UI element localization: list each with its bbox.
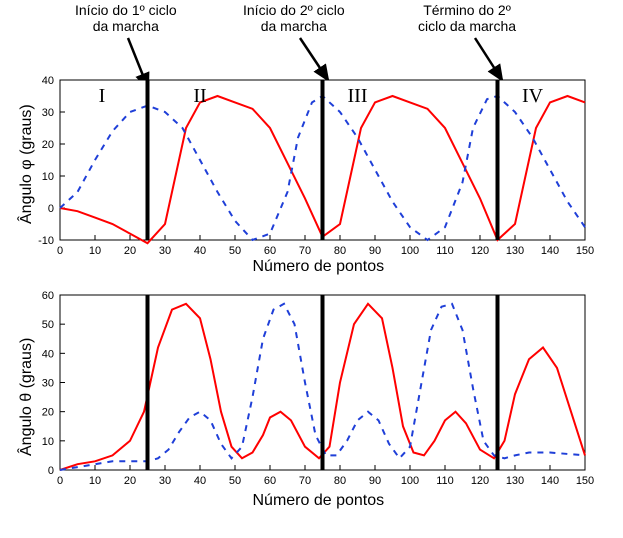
svg-text:150: 150: [576, 475, 594, 487]
plot-phi: 0102030405060708090100110120130140150-10…: [60, 80, 587, 270]
svg-text:20: 20: [42, 139, 54, 151]
ylabel-theta: Ângulo θ (graus): [18, 338, 36, 456]
svg-text:90: 90: [369, 245, 381, 257]
svg-text:50: 50: [229, 245, 241, 257]
svg-text:20: 20: [124, 475, 136, 487]
svg-text:I: I: [99, 85, 106, 107]
svg-text:30: 30: [159, 475, 171, 487]
svg-text:100: 100: [401, 475, 419, 487]
svg-text:110: 110: [436, 475, 454, 487]
svg-text:130: 130: [506, 245, 524, 257]
svg-text:50: 50: [42, 319, 54, 331]
svg-text:20: 20: [124, 245, 136, 257]
svg-text:10: 10: [42, 171, 54, 183]
svg-text:130: 130: [506, 475, 524, 487]
svg-text:150: 150: [576, 245, 594, 257]
svg-text:30: 30: [42, 378, 54, 390]
svg-text:0: 0: [48, 465, 54, 477]
arrow-cycle2: [300, 38, 328, 80]
svg-text:60: 60: [42, 290, 54, 302]
svg-text:120: 120: [471, 245, 489, 257]
svg-text:0: 0: [57, 475, 63, 487]
svg-text:40: 40: [42, 75, 54, 87]
svg-text:0: 0: [57, 245, 63, 257]
svg-text:IV: IV: [522, 85, 544, 107]
svg-text:140: 140: [541, 475, 559, 487]
svg-text:III: III: [348, 85, 368, 107]
svg-text:40: 40: [194, 245, 206, 257]
svg-text:100: 100: [401, 245, 419, 257]
plot-theta: 0102030405060708090100110120130140150010…: [60, 295, 587, 500]
svg-text:20: 20: [42, 407, 54, 419]
svg-text:30: 30: [159, 245, 171, 257]
svg-text:30: 30: [42, 107, 54, 119]
svg-text:80: 80: [334, 475, 346, 487]
page: { "dimensions": { "width": 623, "height"…: [0, 0, 623, 538]
svg-text:60: 60: [264, 475, 276, 487]
svg-text:50: 50: [229, 475, 241, 487]
svg-text:10: 10: [42, 436, 54, 448]
svg-text:60: 60: [264, 245, 276, 257]
svg-text:110: 110: [436, 245, 454, 257]
svg-text:70: 70: [299, 245, 311, 257]
svg-text:-10: -10: [38, 235, 54, 247]
svg-text:90: 90: [369, 475, 381, 487]
ylabel-phi: Ângulo φ (graus): [18, 104, 36, 224]
svg-text:II: II: [193, 85, 206, 107]
svg-text:80: 80: [334, 245, 346, 257]
svg-text:70: 70: [299, 475, 311, 487]
svg-text:10: 10: [89, 475, 101, 487]
svg-text:120: 120: [471, 475, 489, 487]
svg-text:10: 10: [89, 245, 101, 257]
svg-text:40: 40: [194, 475, 206, 487]
arrow-cycle2-end: [475, 38, 502, 80]
xlabel-bottom: Número de pontos: [253, 492, 385, 510]
svg-text:140: 140: [541, 245, 559, 257]
svg-text:40: 40: [42, 348, 54, 360]
xlabel-top: Número de pontos: [253, 258, 385, 276]
svg-text:0: 0: [48, 203, 54, 215]
